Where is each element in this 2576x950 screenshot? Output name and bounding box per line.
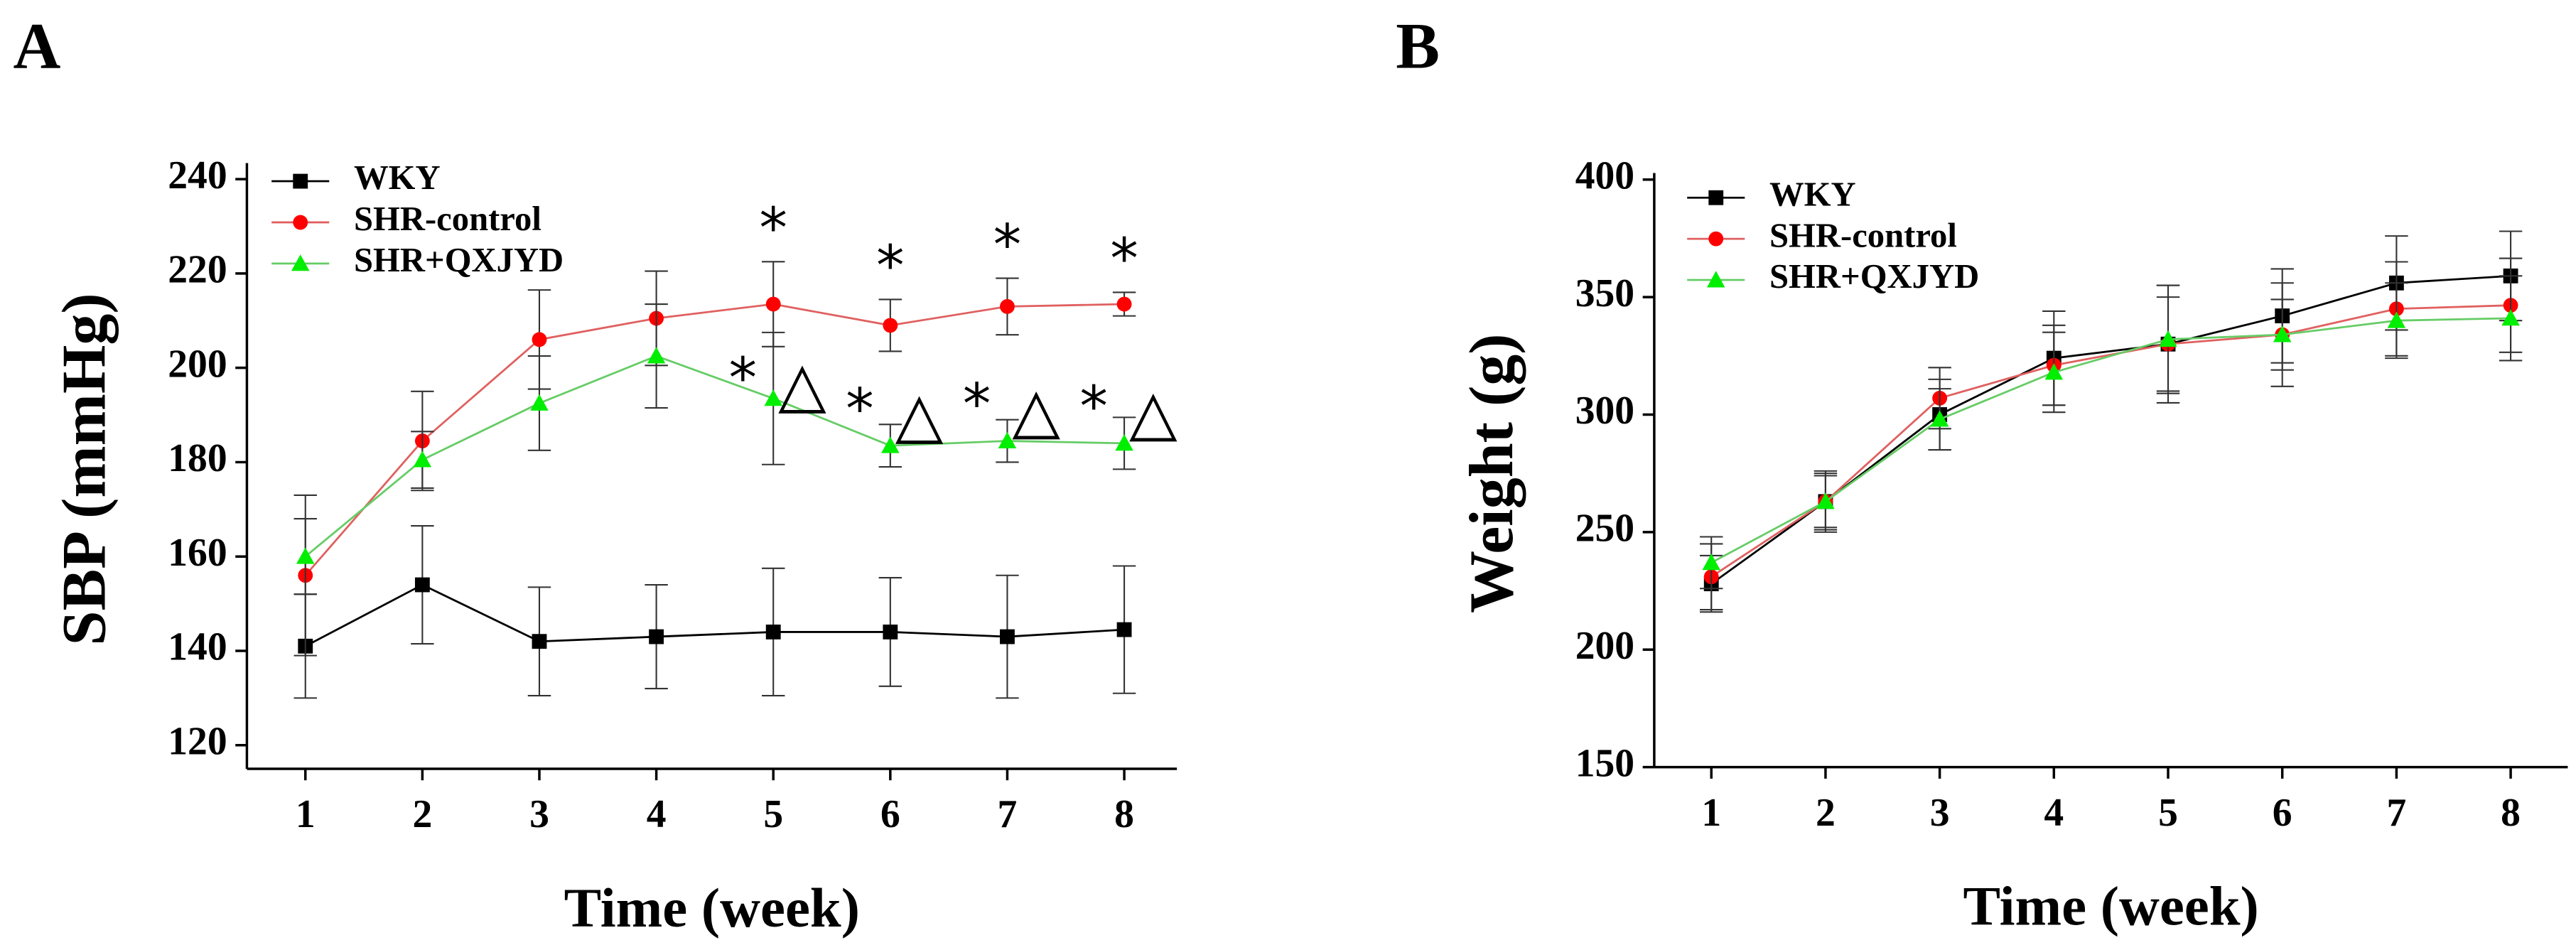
marker bbox=[765, 625, 781, 639]
marker bbox=[764, 389, 782, 406]
marker bbox=[649, 629, 664, 644]
marker bbox=[881, 436, 900, 453]
marker bbox=[530, 394, 549, 411]
marker bbox=[883, 318, 898, 333]
y-axis-title: Weight (g) bbox=[1457, 333, 1526, 613]
legend-label: SHR+QXJYD bbox=[1769, 257, 1979, 296]
annotation: * bbox=[1080, 374, 1108, 439]
y-tick-label: 400 bbox=[1575, 153, 1634, 198]
marker bbox=[1930, 410, 1949, 427]
marker bbox=[1116, 296, 1132, 312]
marker bbox=[765, 296, 781, 312]
annotation: △ bbox=[1012, 373, 1060, 446]
x-tick-label: 4 bbox=[647, 792, 667, 836]
x-tick-label: 5 bbox=[2158, 791, 2178, 835]
annotation: * bbox=[760, 195, 787, 261]
marker bbox=[1116, 622, 1132, 637]
marker bbox=[413, 450, 432, 468]
x-tick-label: 3 bbox=[1930, 791, 1950, 835]
y-tick-label: 220 bbox=[168, 248, 227, 292]
x-tick-label: 6 bbox=[2273, 791, 2292, 835]
annotation: * bbox=[876, 233, 904, 298]
marker bbox=[1000, 298, 1015, 314]
y-tick-label: 250 bbox=[1575, 507, 1634, 551]
legend-marker bbox=[1706, 271, 1725, 288]
annotation: * bbox=[1110, 226, 1138, 291]
marker bbox=[414, 577, 430, 593]
marker bbox=[2501, 309, 2520, 326]
legend-label: SHR-control bbox=[354, 200, 541, 238]
y-tick-label: 200 bbox=[1575, 624, 1634, 668]
x-axis-title: Time (week) bbox=[1963, 876, 2259, 938]
annotation: * bbox=[846, 376, 873, 441]
y-axis-title: SBP (mmHg) bbox=[50, 293, 119, 645]
marker bbox=[2044, 363, 2064, 380]
legend-label: WKY bbox=[1769, 175, 1856, 213]
y-tick-label: 350 bbox=[1575, 271, 1634, 315]
x-tick-label: 5 bbox=[763, 792, 783, 836]
annotation: △ bbox=[778, 347, 826, 421]
legend-marker bbox=[291, 254, 310, 271]
x-tick-label: 6 bbox=[880, 792, 900, 836]
marker bbox=[1816, 492, 1835, 509]
marker bbox=[647, 347, 666, 364]
legend-label: WKY bbox=[354, 158, 441, 197]
marker bbox=[296, 547, 315, 564]
marker bbox=[883, 625, 898, 639]
marker bbox=[1115, 434, 1133, 451]
legend-label: SHR+QXJYD bbox=[354, 241, 564, 279]
y-tick-label: 180 bbox=[168, 436, 227, 480]
x-tick-label: 8 bbox=[1114, 792, 1134, 836]
series-line bbox=[1710, 304, 2511, 578]
x-tick-label: 3 bbox=[529, 792, 549, 836]
series-line bbox=[1710, 317, 2511, 564]
legend-marker bbox=[1708, 231, 1724, 247]
x-tick-label: 2 bbox=[412, 792, 432, 836]
marker bbox=[2387, 311, 2406, 328]
legend-label: SHR-control bbox=[1769, 216, 1957, 254]
x-tick-label: 1 bbox=[1701, 791, 1721, 835]
annotation: △ bbox=[895, 378, 944, 451]
legend-marker bbox=[293, 215, 308, 230]
marker bbox=[998, 431, 1017, 448]
annotation: * bbox=[729, 345, 757, 411]
marker bbox=[2273, 325, 2292, 342]
marker bbox=[532, 634, 547, 649]
series-line bbox=[304, 303, 1125, 576]
marker bbox=[1000, 629, 1015, 644]
x-tick-label: 2 bbox=[1816, 791, 1836, 835]
x-tick-label: 4 bbox=[2044, 791, 2064, 835]
legend-marker bbox=[293, 173, 308, 189]
y-tick-label: 160 bbox=[168, 531, 227, 575]
y-tick-label: 300 bbox=[1575, 389, 1634, 433]
legend-marker bbox=[1708, 190, 1724, 205]
annotation: * bbox=[963, 372, 991, 437]
y-tick-label: 200 bbox=[168, 342, 227, 386]
y-tick-label: 140 bbox=[168, 625, 227, 669]
x-tick-label: 8 bbox=[2501, 791, 2521, 835]
panel-label: B bbox=[1396, 10, 1440, 83]
y-tick-label: 150 bbox=[1575, 741, 1634, 785]
x-axis-title: Time (week) bbox=[564, 878, 860, 939]
annotation: △ bbox=[1129, 376, 1177, 449]
marker bbox=[532, 332, 547, 347]
panel-label: A bbox=[14, 10, 61, 83]
x-tick-label: 1 bbox=[296, 792, 316, 836]
marker bbox=[2159, 330, 2177, 347]
y-tick-label: 240 bbox=[168, 153, 227, 198]
series-line bbox=[304, 355, 1125, 558]
x-tick-label: 7 bbox=[2386, 791, 2406, 835]
annotation: * bbox=[993, 212, 1021, 277]
marker bbox=[1702, 554, 1720, 571]
x-tick-label: 7 bbox=[998, 792, 1018, 836]
series-line bbox=[305, 583, 1125, 647]
y-tick-label: 120 bbox=[168, 720, 227, 764]
